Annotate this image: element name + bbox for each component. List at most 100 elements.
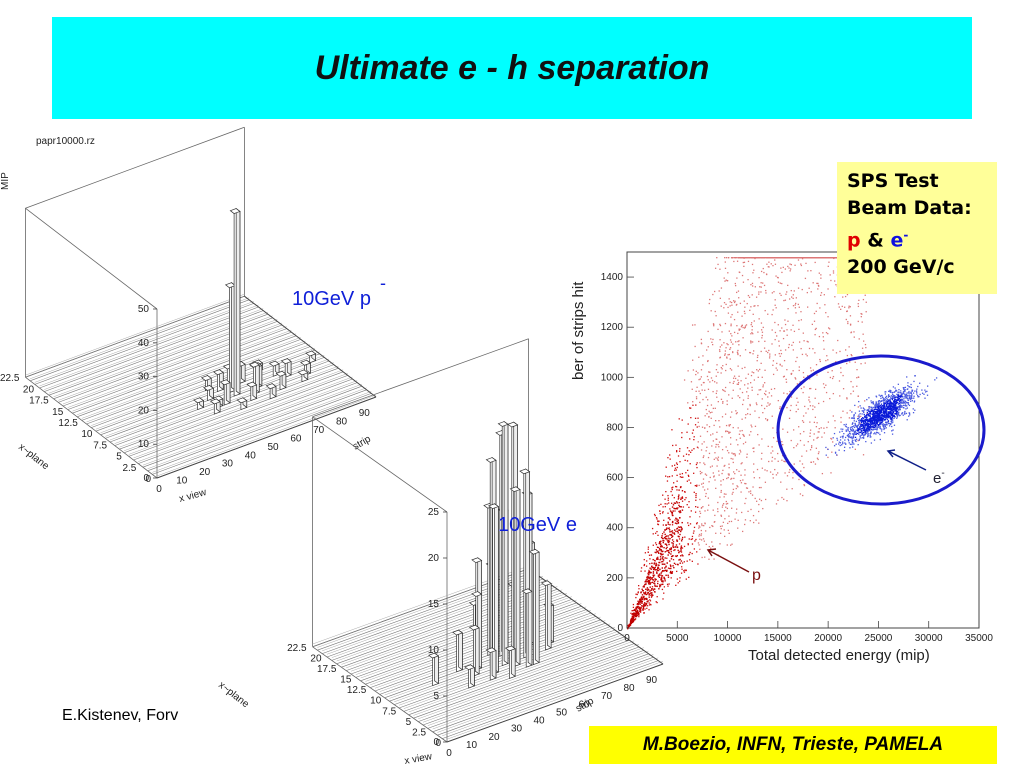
proton-point [647, 572, 650, 574]
proton-point [807, 375, 809, 377]
proton-point [660, 579, 663, 581]
proton-point [650, 594, 652, 597]
proton-point [752, 447, 754, 449]
scatter-x-tick: 35000 [965, 633, 993, 644]
proton-point [830, 472, 832, 474]
plot1-bars [193, 207, 317, 415]
proton-point [643, 563, 646, 566]
proton-point [699, 510, 701, 513]
proton-point [657, 558, 659, 560]
electron-point [892, 386, 895, 388]
proton-point [772, 309, 774, 311]
electron-point [900, 404, 902, 407]
proton-point [649, 590, 651, 592]
proton-point [649, 576, 651, 578]
proton-point [829, 328, 831, 330]
proton-point [758, 389, 760, 391]
proton-point [776, 362, 778, 365]
proton-point [725, 303, 727, 306]
electron-point [887, 411, 890, 413]
electron-point [903, 396, 905, 398]
electron-point [889, 417, 891, 419]
p2-z-tick: 0 [433, 737, 439, 748]
electron-point [873, 408, 875, 410]
electron-point [882, 424, 884, 426]
electron-point [890, 403, 893, 405]
electron-point [886, 408, 888, 410]
electron-point [862, 427, 865, 429]
proton-point [774, 299, 776, 301]
proton-point [723, 277, 725, 279]
electron-point [880, 418, 883, 420]
proton-point [751, 426, 753, 428]
proton-point [803, 484, 805, 486]
proton-point [760, 362, 762, 365]
proton-point [759, 389, 762, 391]
proton-point [691, 552, 693, 555]
electron-point [926, 390, 928, 393]
proton-point [802, 257, 804, 259]
electron-point [874, 412, 876, 415]
proton-point [656, 530, 658, 533]
electron-point [881, 412, 883, 414]
electron-point [896, 410, 899, 413]
electron-point [866, 410, 868, 412]
proton-point [728, 520, 731, 523]
proton-point [702, 478, 705, 480]
electron-point [880, 410, 882, 413]
proton-point [635, 615, 638, 618]
proton-point [744, 474, 746, 476]
electron-point [898, 399, 900, 401]
electron-point [871, 418, 874, 420]
electron-point [883, 399, 886, 401]
proton-point [644, 552, 647, 554]
electron-point [907, 382, 909, 384]
proton-point [716, 465, 718, 467]
proton-point [837, 339, 839, 342]
electron-point [879, 409, 881, 412]
proton-point [635, 611, 637, 613]
proton-point [715, 315, 717, 317]
electron-point [892, 407, 894, 409]
electron-point [888, 425, 891, 427]
proton-point [648, 594, 650, 596]
proton-point [681, 509, 684, 511]
proton-point [717, 459, 719, 461]
proton-point [746, 391, 748, 393]
proton-point [729, 305, 731, 307]
proton-point [666, 503, 668, 505]
proton-point [725, 369, 727, 372]
proton-point [776, 369, 778, 371]
proton-point [633, 612, 635, 614]
proton-point [692, 429, 695, 431]
electron-point [935, 377, 938, 379]
proton-point [727, 306, 729, 309]
proton-point [707, 359, 709, 362]
proton-point [700, 529, 702, 532]
proton-point [680, 551, 683, 553]
electron-point [862, 431, 865, 434]
electron-point [877, 403, 879, 406]
proton-point [798, 306, 800, 308]
proton-point [710, 310, 712, 312]
electron-point [898, 404, 901, 407]
proton-point [662, 541, 664, 544]
proton-point [761, 467, 764, 469]
proton-point [796, 443, 799, 445]
electron-point [863, 420, 865, 423]
electron-point [911, 390, 913, 392]
proton-point [732, 377, 735, 379]
proton-point [857, 395, 860, 397]
electron-point [869, 425, 872, 427]
proton-point [825, 312, 827, 314]
proton-point [724, 322, 727, 325]
proton-point [744, 306, 746, 308]
proton-point [735, 512, 738, 514]
proton-point [648, 576, 650, 579]
electron-point [888, 405, 891, 407]
proton-point [745, 377, 747, 379]
proton-point [728, 532, 730, 535]
proton-point [734, 300, 736, 302]
proton-point [693, 448, 695, 450]
electron-point [855, 438, 858, 440]
